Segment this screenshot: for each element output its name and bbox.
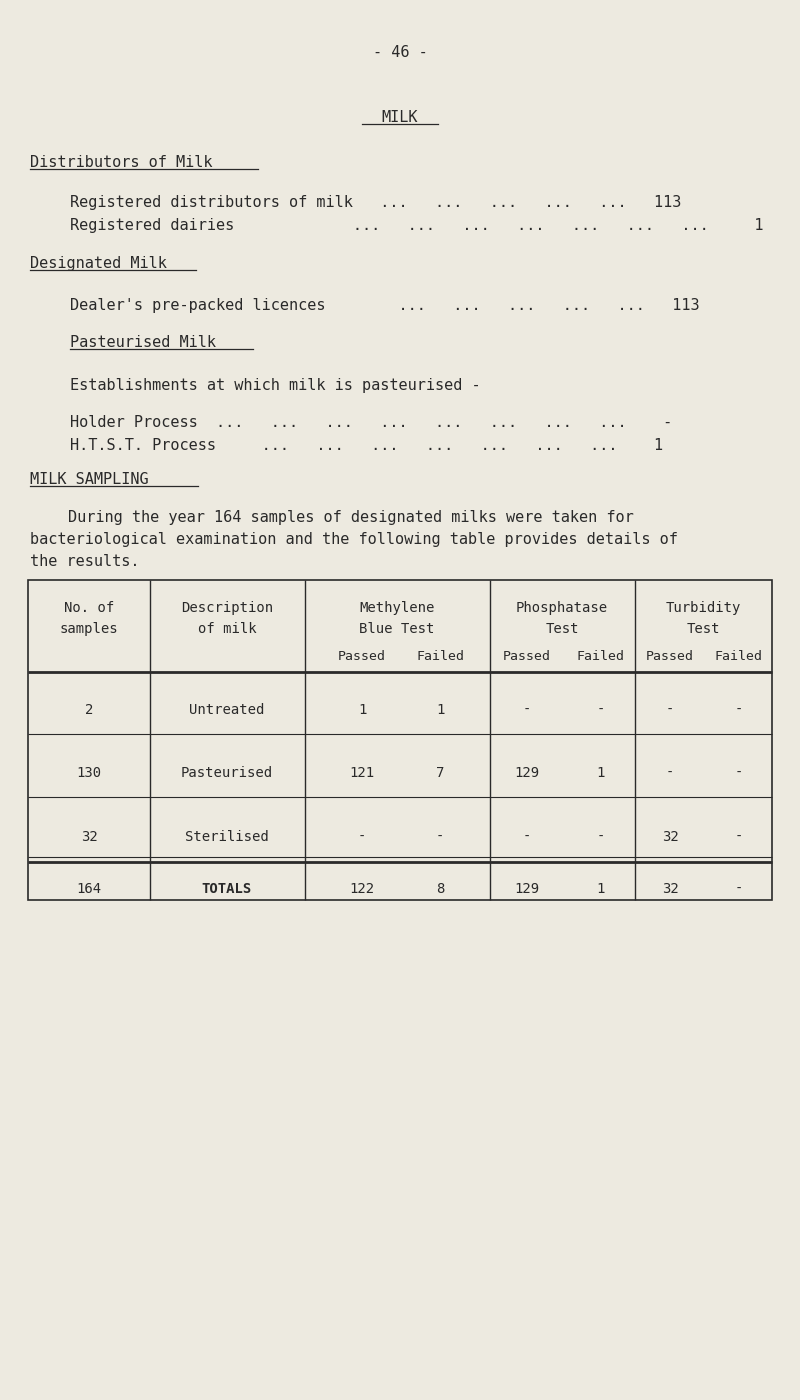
Text: Designated Milk: Designated Milk — [30, 256, 167, 272]
Text: 7: 7 — [436, 766, 444, 780]
Text: Test: Test — [546, 622, 578, 636]
Text: -: - — [735, 882, 743, 896]
Text: H.T.S.T. Process     ...   ...   ...   ...   ...   ...   ...    1: H.T.S.T. Process ... ... ... ... ... ...… — [70, 438, 663, 454]
Text: 130: 130 — [77, 766, 102, 780]
Text: Passed: Passed — [338, 650, 386, 664]
Text: -: - — [358, 830, 366, 844]
Text: -: - — [735, 703, 743, 717]
Text: -: - — [523, 703, 531, 717]
Text: 129: 129 — [514, 882, 539, 896]
Text: bacteriological examination and the following table provides details of: bacteriological examination and the foll… — [30, 532, 678, 547]
Text: Pasteurised Milk: Pasteurised Milk — [70, 335, 216, 350]
Text: Registered dairies             ...   ...   ...   ...   ...   ...   ...     1: Registered dairies ... ... ... ... ... .… — [70, 218, 763, 232]
Text: During the year 164 samples of designated milks were taken for: During the year 164 samples of designate… — [68, 510, 634, 525]
Text: 129: 129 — [514, 766, 539, 780]
Text: 32: 32 — [662, 830, 678, 844]
Text: 121: 121 — [350, 766, 374, 780]
Text: Sterilised: Sterilised — [185, 830, 269, 844]
Text: Turbidity: Turbidity — [666, 601, 741, 615]
Text: MILK: MILK — [382, 111, 418, 125]
Text: -: - — [666, 703, 674, 717]
Text: 32: 32 — [662, 882, 678, 896]
Text: samples: samples — [60, 622, 118, 636]
Text: Blue Test: Blue Test — [359, 622, 434, 636]
Text: 1: 1 — [597, 766, 605, 780]
Text: TOTALS: TOTALS — [202, 882, 252, 896]
Text: Registered distributors of milk   ...   ...   ...   ...   ...   113: Registered distributors of milk ... ... … — [70, 195, 682, 210]
Text: Pasteurised: Pasteurised — [181, 766, 273, 780]
Text: 1: 1 — [358, 703, 366, 717]
Text: -: - — [597, 830, 605, 844]
Text: Untreated: Untreated — [190, 703, 265, 717]
Text: Distributors of Milk: Distributors of Milk — [30, 155, 213, 169]
Text: Dealer's pre-packed licences        ...   ...   ...   ...   ...   113: Dealer's pre-packed licences ... ... ...… — [70, 298, 700, 314]
Text: -: - — [597, 703, 605, 717]
Text: -: - — [436, 830, 444, 844]
Text: -: - — [666, 766, 674, 780]
Text: - 46 -: - 46 - — [373, 45, 427, 60]
Text: 122: 122 — [350, 882, 374, 896]
Text: Passed: Passed — [503, 650, 551, 664]
Text: 1: 1 — [597, 882, 605, 896]
Text: -: - — [523, 830, 531, 844]
Text: 1: 1 — [436, 703, 444, 717]
Text: Failed: Failed — [416, 650, 464, 664]
Text: Holder Process  ...   ...   ...   ...   ...   ...   ...   ...    -: Holder Process ... ... ... ... ... ... .… — [70, 414, 672, 430]
Text: Failed: Failed — [577, 650, 625, 664]
Text: 2: 2 — [85, 703, 93, 717]
Text: of milk: of milk — [198, 622, 256, 636]
Text: 8: 8 — [436, 882, 444, 896]
Text: Methylene: Methylene — [359, 601, 434, 615]
Text: Failed: Failed — [715, 650, 763, 664]
Bar — [28, 580, 772, 900]
Text: the results.: the results. — [30, 554, 139, 568]
Text: -: - — [735, 766, 743, 780]
Text: 32: 32 — [81, 830, 98, 844]
Text: Passed: Passed — [646, 650, 694, 664]
Text: No. of: No. of — [64, 601, 114, 615]
Text: -: - — [735, 830, 743, 844]
Text: MILK SAMPLING: MILK SAMPLING — [30, 472, 149, 487]
Text: Phosphatase: Phosphatase — [516, 601, 608, 615]
Text: 164: 164 — [77, 882, 102, 896]
Text: Establishments at which milk is pasteurised -: Establishments at which milk is pasteuri… — [70, 378, 481, 393]
Text: Test: Test — [686, 622, 720, 636]
Text: Description: Description — [181, 601, 273, 615]
